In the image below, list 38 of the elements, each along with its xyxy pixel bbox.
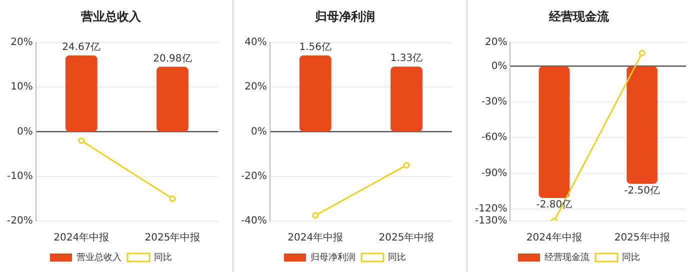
y-tick-label: -20% <box>240 170 267 182</box>
y-tick-label: 20% <box>244 82 267 93</box>
legend-label: 同比 <box>622 252 640 263</box>
legend-label: 经营现金流 <box>544 252 590 263</box>
x-tick-label: 2025年中报 <box>378 232 434 244</box>
legend-label: 同比 <box>388 252 406 263</box>
y-tick-label: -120% <box>474 204 508 215</box>
chart-title: 营业总收入 <box>80 9 142 24</box>
legend-label: 营业总收入 <box>76 252 122 263</box>
y-tick-label: 10% <box>10 82 33 93</box>
x-tick-label: 2025年中报 <box>614 232 670 244</box>
x-tick-label: 2024年中报 <box>288 232 344 244</box>
y-tick-label: -30% <box>481 96 508 108</box>
y-tick-label: -130% <box>474 216 508 227</box>
data-label: 1.56亿 <box>299 42 332 53</box>
y-tick-label: 40% <box>244 36 267 48</box>
x-tick-label: 2025年中报 <box>144 232 200 244</box>
data-label: 1.33亿 <box>390 53 423 64</box>
legend-label: 同比 <box>154 252 172 263</box>
y-tick-label: -10% <box>6 170 33 182</box>
y-tick-label: 0% <box>491 60 508 72</box>
y-tick-label: 0% <box>16 126 33 138</box>
y-tick-label: -40% <box>240 216 267 227</box>
data-label: 24.67亿 <box>62 42 101 53</box>
x-tick-label: 2024年中报 <box>54 232 110 244</box>
chart-title: 归母净利润 <box>314 9 375 24</box>
y-tick-label: 20% <box>484 36 508 48</box>
y-tick-label: 20% <box>10 36 33 48</box>
data-label: 20.98亿 <box>153 53 192 64</box>
chart-title: 经营现金流 <box>548 9 610 24</box>
x-tick-label: 2024年中报 <box>526 232 582 244</box>
data-label: -2.80亿 <box>536 200 572 211</box>
y-tick-label: 0% <box>250 126 267 138</box>
y-tick-label: -20% <box>6 216 33 227</box>
data-label: -2.50亿 <box>624 185 660 196</box>
y-tick-label: -60% <box>481 132 508 144</box>
legend-label: 归母净利润 <box>310 252 356 263</box>
y-tick-label: -90% <box>481 168 508 179</box>
